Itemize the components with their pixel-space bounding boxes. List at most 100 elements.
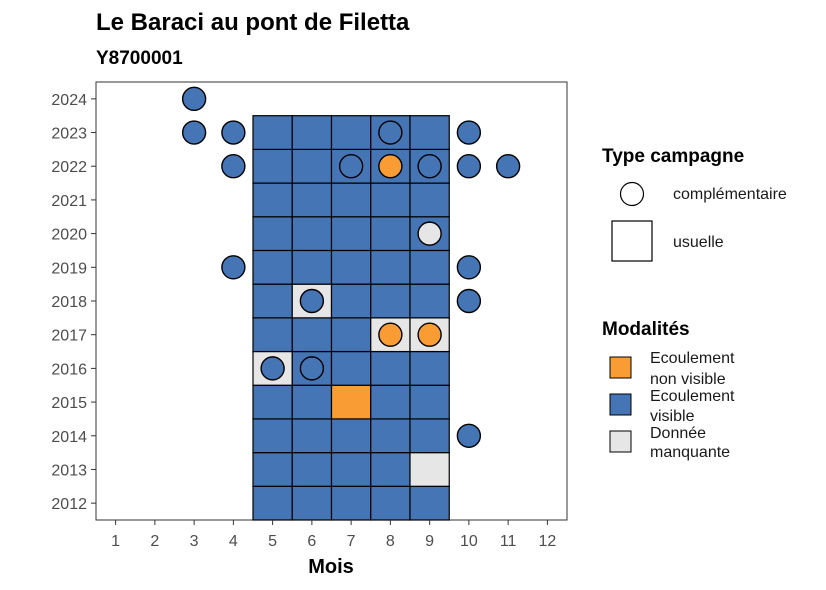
complementaire-point-2019-10 <box>456 255 482 280</box>
legend-modalites: Modalités Ecoulement non visible Ecoulem… <box>602 319 735 461</box>
usuelle-cell-2021-6 <box>291 182 333 218</box>
x-tick-label-2: 2 <box>150 533 159 550</box>
legend-campaign-label-usuelle: usuelle <box>673 234 724 251</box>
usuelle-cell-2013-6 <box>291 452 333 487</box>
usuelle-cell-2015-5 <box>252 384 293 420</box>
usuelle-cell-2019-8 <box>370 249 411 285</box>
usuelle-cell-2022-5 <box>252 148 293 184</box>
usuelle-cell-2023-7 <box>330 115 372 150</box>
x-tick-label-10: 10 <box>460 533 478 550</box>
usuelle-cell-2014-7 <box>330 418 372 454</box>
usuelle-cell-2013-9 <box>409 452 450 487</box>
usuelle-cell-2016-9 <box>409 350 450 386</box>
legend-label-ev-line1: Ecoulement <box>650 388 735 405</box>
legend-label-na-line1: Donnée <box>650 425 706 442</box>
usuelle-cell-2020-7 <box>330 216 372 252</box>
y-tick-label-2020: 2020 <box>51 227 87 244</box>
usuelle-cell-2019-7 <box>330 249 372 285</box>
legend-swatch-ev <box>609 393 632 416</box>
y-tick-label-2023: 2023 <box>51 126 87 143</box>
usuelle-cell-2014-6 <box>291 418 333 454</box>
y-tick-label-2022: 2022 <box>51 159 87 176</box>
y-tick-label-2014: 2014 <box>51 429 87 446</box>
chart-subtitle: Y8700001 <box>96 48 183 69</box>
y-tick-label-2013: 2013 <box>51 462 87 479</box>
legend-square-key <box>611 220 653 262</box>
usuelle-cell-2023-6 <box>291 115 333 150</box>
complementaire-point-2023-3 <box>181 120 207 145</box>
x-tick-label-6: 6 <box>307 533 316 550</box>
y-tick-label-2018: 2018 <box>51 294 87 311</box>
legend-modalites-title: Modalités <box>602 319 690 340</box>
complementaire-point-2023-4 <box>221 120 246 145</box>
usuelle-cell-2020-6 <box>291 216 333 252</box>
legend-label-env-line1: Ecoulement <box>650 350 735 367</box>
usuelle-cell-2022-6 <box>291 148 333 184</box>
complementaire-point-2020-9 <box>417 221 442 246</box>
legend-label-ev-line2: visible <box>650 408 695 425</box>
x-axis: 1 2 3 4 5 6 7 8 9 10 11 12 <box>111 520 556 550</box>
complementaire-point-2019-4 <box>221 255 246 280</box>
usuelle-cell-2023-9 <box>409 115 450 150</box>
complementaire-point-2023-10 <box>456 120 482 145</box>
usuelle-cell-2015-9 <box>409 384 450 420</box>
usuelle-cell-2020-5 <box>252 216 293 252</box>
complementaire-point-2018-10 <box>456 288 482 314</box>
usuelle-cell-2018-7 <box>330 283 372 319</box>
chart-title: Le Baraci au pont de Filetta <box>96 9 410 36</box>
complementaire-point-2022-10 <box>456 154 482 179</box>
usuelle-cell-2018-5 <box>252 283 293 319</box>
x-axis-label: Mois <box>308 556 354 578</box>
x-tick-label-8: 8 <box>386 533 395 550</box>
y-tick-label-2016: 2016 <box>51 361 87 378</box>
x-tick-label-7: 7 <box>347 533 356 550</box>
usuelle-cell-2019-6 <box>291 249 333 285</box>
usuelle-cell-2016-7 <box>330 350 372 386</box>
usuelle-cell-2013-7 <box>330 452 372 487</box>
y-tick-label-2015: 2015 <box>51 395 87 412</box>
usuelle-cell-2021-7 <box>330 182 372 218</box>
usuelle-cell-2014-8 <box>370 418 411 454</box>
usuelle-cell-2021-8 <box>370 182 411 218</box>
x-tick-label-5: 5 <box>268 533 277 550</box>
usuelle-cell-2018-8 <box>370 283 411 319</box>
legend-swatch-env <box>609 356 632 379</box>
legend-label-na-line2: manquante <box>650 444 730 461</box>
usuelle-cell-2015-7 <box>330 384 372 420</box>
usuelle-cell-2017-7 <box>330 317 372 353</box>
usuelle-cell-2017-6 <box>291 317 333 353</box>
x-tick-label-3: 3 <box>190 533 199 550</box>
usuelle-cell-2012-9 <box>409 485 450 521</box>
usuelle-cell-2012-8 <box>370 485 411 521</box>
complementaire-points <box>181 86 521 448</box>
y-tick-label-2024: 2024 <box>51 92 87 109</box>
y-tick-label-2019: 2019 <box>51 260 87 277</box>
legend-campaign: Type campagne complémentaire usuelle <box>602 146 787 262</box>
complementaire-point-2024-3 <box>181 86 207 112</box>
legend-label-env-line2: non visible <box>650 371 726 388</box>
usuelle-cell-2015-8 <box>370 384 411 420</box>
complementaire-point-2023-8 <box>378 120 403 145</box>
usuelle-cell-2020-8 <box>370 216 411 252</box>
usuelle-cell-2012-5 <box>252 485 293 521</box>
y-tick-label-2012: 2012 <box>51 496 87 513</box>
usuelle-cell-2015-6 <box>291 384 333 420</box>
usuelle-cell-2019-9 <box>409 249 450 285</box>
x-tick-label-4: 4 <box>229 533 238 550</box>
usuelle-cell-2018-9 <box>409 283 450 319</box>
usuelle-cell-2012-7 <box>330 485 372 521</box>
complementaire-point-2022-11 <box>495 154 521 179</box>
usuelle-cell-2023-5 <box>252 115 293 150</box>
usuelle-cell-2014-9 <box>409 418 450 454</box>
complementaire-point-2022-4 <box>221 154 246 179</box>
usuelle-cell-2013-8 <box>370 452 411 487</box>
usuelle-cell-2021-5 <box>252 182 293 218</box>
complementaire-point-2022-8 <box>378 154 403 179</box>
complementaire-point-2022-7 <box>338 154 364 179</box>
usuelle-cell-2021-9 <box>409 182 450 218</box>
y-tick-label-2017: 2017 <box>51 328 87 345</box>
x-tick-label-12: 12 <box>538 533 556 550</box>
usuelle-cell-2012-6 <box>291 485 333 521</box>
usuelle-cell-2013-5 <box>252 452 293 487</box>
